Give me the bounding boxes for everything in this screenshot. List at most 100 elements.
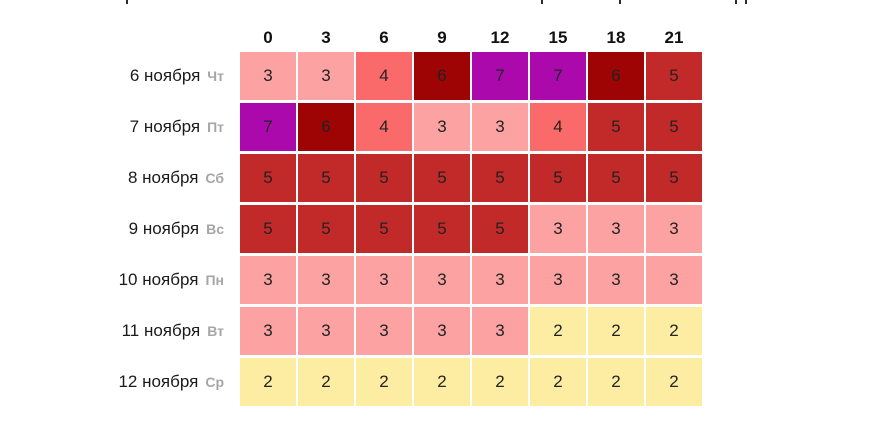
heatmap-cell: 5: [240, 205, 296, 253]
heatmap-cell: 3: [530, 256, 586, 304]
weekday-label: Вс: [206, 221, 224, 237]
heatmap-cell: 5: [356, 205, 412, 253]
column-header-hour: 15: [548, 28, 568, 47]
row-label: 12 ноября Ср: [113, 358, 240, 406]
heatmap-cell: 3: [414, 256, 470, 304]
heatmap-cell: 3: [472, 103, 528, 151]
heatmap-cell: 4: [356, 103, 412, 151]
heatmap-cell: 3: [240, 256, 296, 304]
heatmap-cell: 5: [530, 154, 586, 202]
heatmap-cell: 7: [472, 52, 528, 100]
heatmap-cell: 3: [530, 205, 586, 253]
heatmap-cell: 6: [298, 103, 354, 151]
heatmap-row: 8 ноября Сб 5 5 5 5 5 5 5 5: [113, 154, 704, 202]
row-label: 9 ноября Вс: [113, 205, 240, 253]
heatmap-cell: 7: [240, 103, 296, 151]
heatmap-cell: 5: [588, 154, 644, 202]
heatmap-cell: 5: [646, 103, 702, 151]
heatmap-cell: 4: [356, 52, 412, 100]
heatmap-cell: 2: [240, 358, 296, 406]
heatmap-cell: 5: [646, 52, 702, 100]
heatmap-cell: 2: [356, 358, 412, 406]
heatmap-cell: 3: [356, 256, 412, 304]
weekday-label: Пт: [207, 119, 224, 135]
weekday-label: Сб: [205, 170, 224, 186]
heatmap-cell: 3: [240, 307, 296, 355]
clipped-title-fragment: [126, 0, 128, 4]
heatmap-cell: 3: [588, 205, 644, 253]
heatmap-cell: 2: [646, 307, 702, 355]
heatmap-cell: 2: [588, 307, 644, 355]
heatmap-cell: 5: [298, 205, 354, 253]
heatmap-cell: 3: [588, 256, 644, 304]
heatmap-cell: 2: [298, 358, 354, 406]
date-label: 10 ноября: [118, 270, 199, 289]
column-header-hour: 0: [263, 28, 273, 47]
heatmap-cell: 5: [472, 205, 528, 253]
heatmap-cell: 5: [414, 154, 470, 202]
date-label: 6 ноября: [129, 66, 201, 85]
heatmap-cell: 3: [414, 307, 470, 355]
date-label: 8 ноября: [127, 168, 199, 187]
column-header-hour: 6: [379, 28, 389, 47]
heatmap-cell: 6: [588, 52, 644, 100]
heatmap-cell: 6: [414, 52, 470, 100]
heatmap-row: 6 ноября Чт 3 3 4 6 7 7 6 5: [113, 52, 704, 100]
heatmap-row: 11 ноября Вт 3 3 3 3 3 2 2 2: [113, 307, 704, 355]
heatmap-cell: 3: [298, 52, 354, 100]
heatmap-cell: 3: [646, 205, 702, 253]
heatmap-cell: 3: [298, 256, 354, 304]
heatmap-cell: 5: [414, 205, 470, 253]
heatmap-cell: 5: [472, 154, 528, 202]
column-header-hour: 3: [321, 28, 331, 47]
heatmap-cell: 7: [530, 52, 586, 100]
clipped-title-fragment: [619, 0, 621, 4]
weekday-label: Вт: [207, 323, 224, 339]
heatmap-table: 0 3 6 9 12 15 18 21 6 ноября Чт 3 3 4 6 7 7 6 5 7 ноября Пт…: [113, 26, 704, 409]
heatmap-row: 10 ноября Пн 3 3 3 3 3 3 3 3: [113, 256, 704, 304]
row-label: 8 ноября Сб: [113, 154, 240, 202]
heatmap-cell: 5: [646, 154, 702, 202]
date-label: 7 ноября: [129, 117, 201, 136]
weekday-label: Ср: [205, 374, 224, 390]
clipped-title-fragment: [735, 0, 737, 4]
column-header-hour: 18: [606, 28, 626, 47]
heatmap-cell: 3: [646, 256, 702, 304]
heatmap-cell: 2: [588, 358, 644, 406]
heatmap-cell: 5: [356, 154, 412, 202]
column-header-hour: 12: [490, 28, 510, 47]
date-label: 12 ноября: [118, 372, 199, 391]
heatmap-cell: 2: [530, 358, 586, 406]
heatmap-cell: 3: [240, 52, 296, 100]
heatmap-cell: 3: [298, 307, 354, 355]
heatmap-cell: 5: [240, 154, 296, 202]
heatmap-cell: 5: [588, 103, 644, 151]
row-label: 6 ноября Чт: [113, 52, 240, 100]
heatmap-cell: 2: [530, 307, 586, 355]
row-label: 10 ноября Пн: [113, 256, 240, 304]
heatmap-header-row: 0 3 6 9 12 15 18 21: [113, 26, 704, 48]
heatmap-row: 9 ноября Вс 5 5 5 5 5 3 3 3: [113, 205, 704, 253]
column-header-hour: 21: [664, 28, 684, 47]
heatmap-cell: 2: [414, 358, 470, 406]
row-label: 11 ноября Вт: [113, 307, 240, 355]
heatmap-cell: 3: [414, 103, 470, 151]
heatmap-cell: 2: [472, 358, 528, 406]
heatmap-cell: 3: [356, 307, 412, 355]
date-label: 11 ноября: [121, 321, 201, 340]
clipped-title-fragment: [745, 0, 747, 4]
heatmap-row: 7 ноября Пт 7 6 4 3 3 4 5 5: [113, 103, 704, 151]
weekday-label: Чт: [207, 68, 224, 84]
heatmap-cell: 3: [472, 256, 528, 304]
clipped-title-fragment: [541, 0, 543, 4]
column-header-hour: 9: [437, 28, 447, 47]
weekday-label: Пн: [205, 272, 224, 288]
heatmap-cell: 5: [298, 154, 354, 202]
header-spacer: [113, 26, 240, 48]
heatmap-cell: 2: [646, 358, 702, 406]
date-label: 9 ноября: [128, 219, 200, 238]
row-label: 7 ноября Пт: [113, 103, 240, 151]
heatmap-cell: 4: [530, 103, 586, 151]
heatmap-cell: 3: [472, 307, 528, 355]
